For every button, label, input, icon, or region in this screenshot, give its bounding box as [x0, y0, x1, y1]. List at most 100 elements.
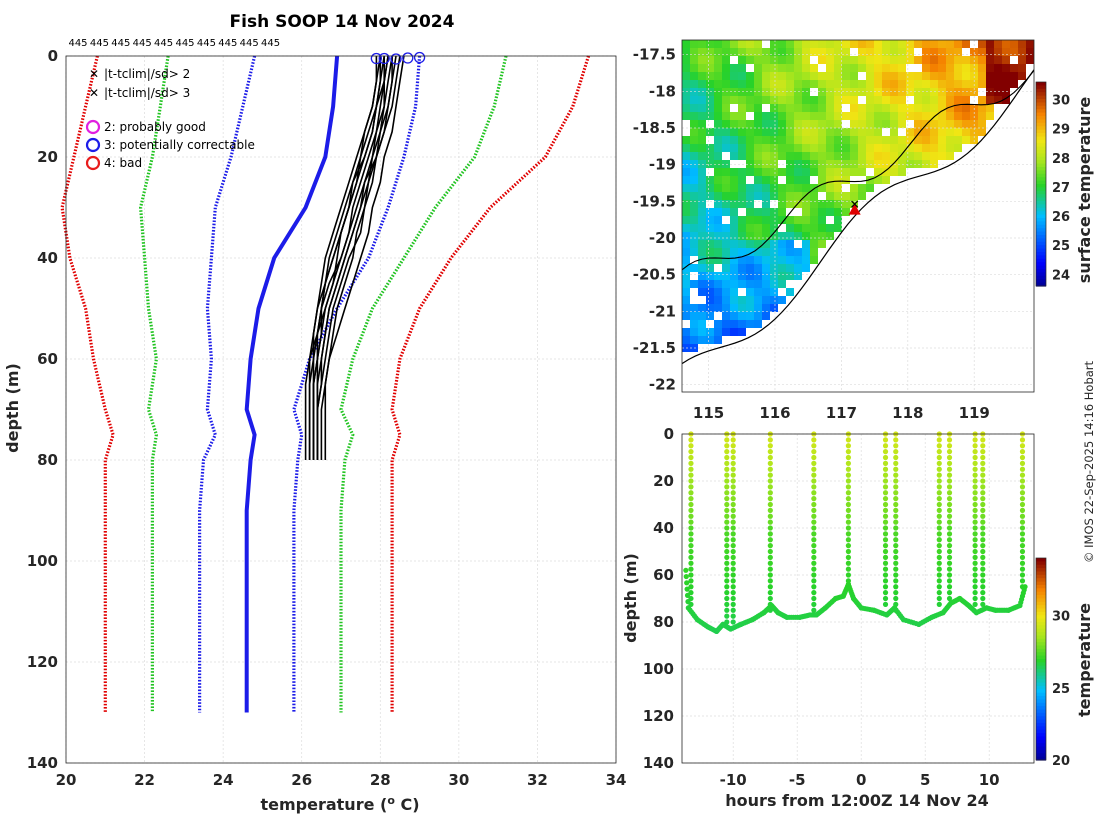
section-colorbar-tick: 20: [1052, 754, 1070, 769]
sst-cell: [714, 192, 722, 200]
sst-cell: [850, 136, 858, 144]
sst-cell: [778, 104, 786, 112]
sst-cell: [722, 280, 730, 288]
sst-cell: [914, 128, 922, 136]
cast-point: [730, 519, 736, 525]
sst-cell: [850, 88, 858, 96]
cast-point: [946, 595, 953, 602]
sst-cell: [778, 240, 786, 248]
sst-cell: [722, 328, 730, 336]
sst-cell: [890, 120, 898, 128]
map-x-tick: 115: [693, 404, 724, 422]
colorbar-segment: [1036, 194, 1046, 199]
profile-count: 445: [218, 38, 237, 49]
sst-cell: [842, 144, 850, 152]
cast-point: [845, 443, 852, 449]
cast-point: [811, 607, 817, 613]
observed-profile: [316, 55, 389, 460]
sst-cell: [722, 200, 730, 208]
cast-point: [972, 543, 978, 549]
sst-cell: [842, 48, 850, 56]
sst-cell: [778, 136, 786, 144]
sst-cell: [810, 256, 818, 264]
sst-cell: [690, 224, 698, 232]
sst-cell: [762, 216, 770, 224]
cast-point: [972, 472, 978, 478]
cast-point: [980, 531, 986, 537]
sst-cell: [922, 152, 930, 160]
cast-point: [730, 607, 736, 613]
section-colorbar-label: temperature: [1075, 603, 1094, 717]
cast-point: [893, 607, 899, 613]
sst-cell: [810, 152, 818, 160]
sst-cell: [850, 40, 858, 48]
cast-point: [845, 437, 852, 443]
sst-cell: [826, 128, 834, 136]
sst-cell: [842, 112, 850, 120]
cast-point: [882, 490, 889, 496]
sst-cell: [930, 144, 938, 152]
colorbar-segment: [1036, 102, 1046, 107]
sst-cell: [866, 48, 874, 56]
sst-cell: [962, 120, 970, 128]
colorbar-segment: [1036, 272, 1046, 277]
station-flag-x: ✕: [850, 198, 860, 212]
cast-point: [882, 460, 889, 466]
sst-cell: [954, 40, 962, 48]
sst-cell: [770, 184, 778, 192]
sst-cell: [866, 104, 874, 112]
sst-cell: [762, 128, 770, 136]
sst-cell: [1002, 96, 1010, 104]
sst-cell: [770, 288, 778, 296]
sst-cell: [754, 232, 762, 240]
colorbar-segment: [1036, 645, 1046, 650]
colorbar-segment: [1036, 628, 1046, 633]
sst-cell: [834, 80, 842, 88]
sst-cell: [690, 240, 698, 248]
sst-cell: [866, 160, 874, 168]
cast-point: [724, 595, 730, 602]
colorbar-segment: [1036, 756, 1046, 761]
sst-cell: [738, 112, 746, 120]
sst-cell: [810, 168, 818, 176]
sst-cell: [946, 104, 954, 112]
cast-point: [972, 554, 978, 560]
map-y-tick: -18.5: [633, 119, 676, 137]
cast-point: [972, 595, 978, 602]
sst-cell: [714, 232, 722, 240]
sst-cell: [986, 112, 994, 120]
sst-cell: [914, 56, 922, 64]
sst-cell: [746, 88, 754, 96]
sst-cell: [866, 144, 874, 152]
cast-point: [730, 595, 736, 602]
sst-cell: [938, 80, 946, 88]
sst-cell: [962, 72, 970, 80]
cast-point: [845, 525, 852, 531]
sst-cell: [746, 224, 754, 232]
sst-cell: [786, 80, 794, 88]
cast-point: [936, 590, 942, 596]
cast-point: [1019, 543, 1026, 549]
cast-point: [980, 496, 986, 502]
sst-cell: [898, 136, 906, 144]
sst-cell: [882, 104, 890, 112]
colorbar-segment: [1036, 696, 1046, 700]
colorbar-segment: [1036, 729, 1046, 734]
cast-point: [936, 437, 942, 443]
sst-cell: [826, 48, 834, 56]
sst-cell: [962, 80, 970, 88]
qc-circle-flag-3: [370, 52, 383, 65]
sst-cell: [978, 104, 986, 112]
map-colorbar-tick: 30: [1052, 93, 1070, 108]
cast-point: [980, 454, 986, 461]
sst-cell: [730, 72, 738, 80]
colorbar-segment: [1036, 736, 1046, 741]
sst-cell: [682, 168, 690, 176]
sst-cell: [778, 280, 786, 288]
cast-point: [1019, 507, 1026, 513]
series-clim-1sd-low: [198, 55, 257, 713]
cast-point: [811, 460, 817, 466]
sst-cell: [850, 144, 858, 152]
section-x-tick: 0: [856, 771, 866, 789]
sst-cell: [778, 112, 786, 120]
